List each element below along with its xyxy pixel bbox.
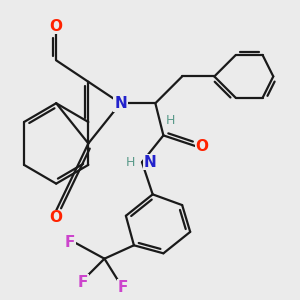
Text: F: F <box>118 280 128 295</box>
Text: F: F <box>64 235 75 250</box>
Text: H: H <box>126 156 135 169</box>
Text: H: H <box>166 114 176 127</box>
Text: O: O <box>196 139 208 154</box>
Text: N: N <box>114 96 127 111</box>
Text: O: O <box>50 19 63 34</box>
Text: O: O <box>50 210 63 225</box>
Text: N: N <box>143 155 156 170</box>
Text: F: F <box>78 275 88 290</box>
